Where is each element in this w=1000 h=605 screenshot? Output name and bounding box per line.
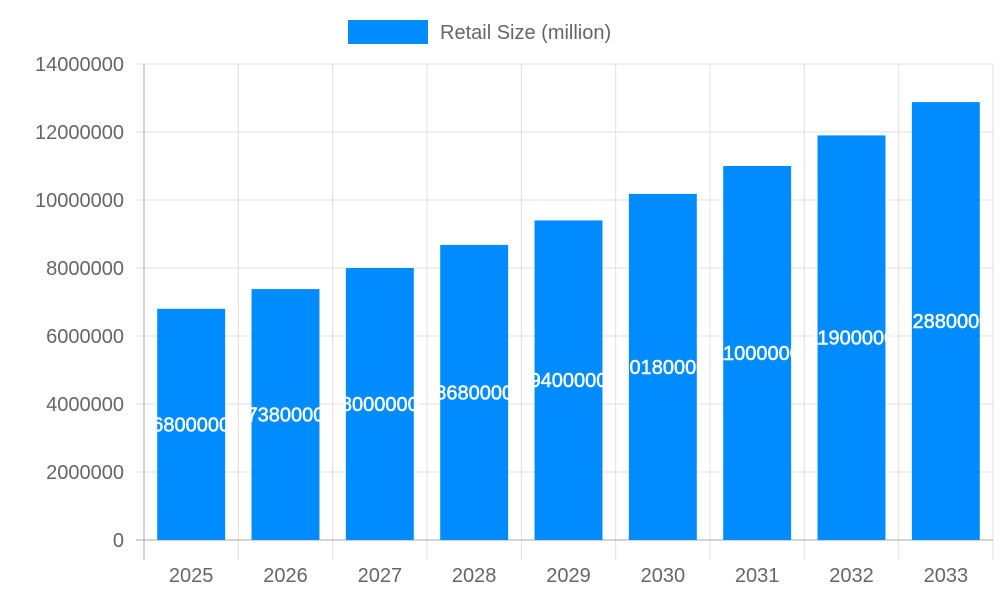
y-tick-label: 14000000 [35, 54, 124, 76]
data-label: 6800000 [152, 414, 230, 436]
x-tick-label: 2033 [924, 565, 969, 587]
bar [628, 193, 697, 540]
y-tick-label: 0 [113, 530, 124, 552]
y-tick-label: 12000000 [35, 122, 124, 144]
y-tick-label: 2000000 [46, 462, 124, 484]
x-tick-label: 2027 [358, 565, 403, 587]
data-label: 11900000 [808, 328, 896, 350]
data-label: 8680000 [435, 382, 513, 404]
bar [817, 135, 886, 540]
bar [534, 220, 603, 540]
legend-label: Retail Size (million) [440, 22, 611, 44]
y-tick-label: 4000000 [46, 394, 124, 416]
data-label: 12880000 [901, 311, 990, 333]
bar [251, 289, 320, 540]
x-tick-label: 2030 [641, 565, 686, 587]
x-tick-label: 2029 [546, 565, 591, 587]
bar [157, 308, 226, 540]
data-label: 11000000 [713, 343, 801, 365]
x-tick-label: 2025 [169, 565, 214, 587]
y-tick-label: 8000000 [46, 258, 124, 280]
bar [723, 166, 792, 540]
bar [440, 244, 509, 540]
data-label: 10180000 [618, 357, 707, 379]
x-tick-label: 2031 [735, 565, 780, 587]
data-label: 8000000 [341, 394, 419, 416]
legend-swatch [348, 20, 428, 44]
x-tick-label: 2026 [263, 565, 308, 587]
data-label: 7380000 [247, 405, 325, 427]
bar [911, 102, 980, 540]
bar [345, 268, 414, 540]
data-label: 9400000 [530, 370, 608, 392]
x-tick-label: 2028 [452, 565, 497, 587]
y-tick-label: 6000000 [46, 326, 124, 348]
y-tick-label: 10000000 [35, 190, 124, 212]
x-tick-label: 2032 [829, 565, 874, 587]
